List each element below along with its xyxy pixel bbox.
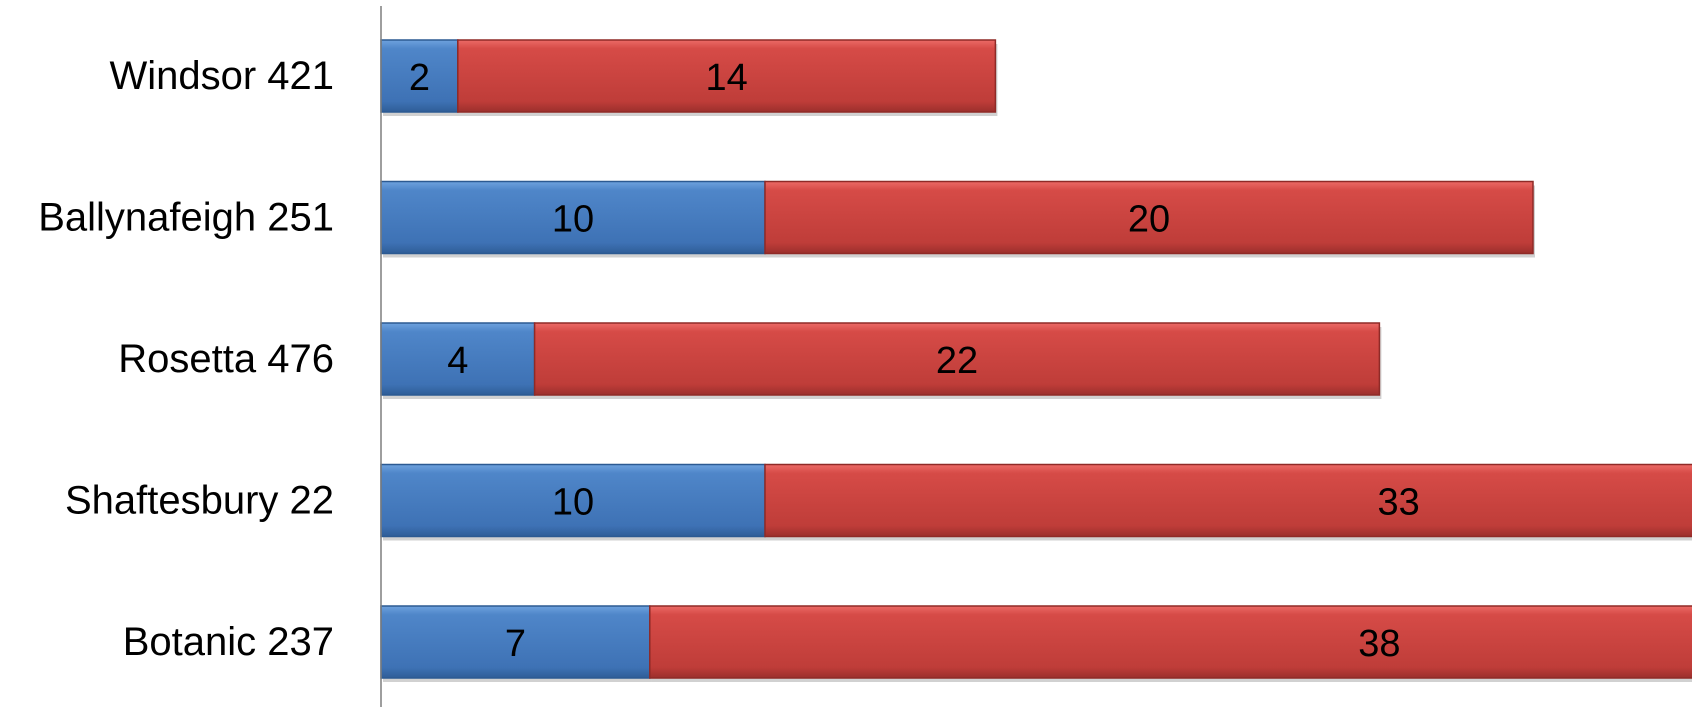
data-label-4-series-0: 7 <box>505 623 526 665</box>
bar-segment-group-2-0: 4 <box>380 322 537 399</box>
category-label-4: Botanic 237 <box>123 620 334 664</box>
data-label-1-series-0: 10 <box>552 199 594 241</box>
data-label-0-series-0: 2 <box>409 57 430 99</box>
bar-1-series-1 <box>764 180 1534 255</box>
data-label-3-series-0: 10 <box>552 482 594 524</box>
data-label-1-series-1: 20 <box>1128 199 1170 241</box>
bar-segment-group-4-1: 38 <box>649 605 1692 682</box>
category-label-2: Rosetta 476 <box>118 337 334 381</box>
bar-4-series-0 <box>380 605 651 679</box>
category-label-0: Windsor 421 <box>109 54 334 98</box>
category-label-3: Shaftesbury 22 <box>65 479 334 523</box>
data-label-4-series-1: 38 <box>1358 623 1400 665</box>
bar-segment-group-4-0: 7 <box>380 605 652 682</box>
bar-segment-group-0-1: 14 <box>457 39 998 116</box>
bar-0-series-1 <box>457 39 997 113</box>
bar-1-series-0 <box>380 180 766 255</box>
bar-segment-group-3-0: 10 <box>380 463 767 541</box>
data-label-2-series-0: 4 <box>447 340 468 382</box>
data-label-3-series-1: 33 <box>1377 482 1419 524</box>
bar-segment-group-3-1: 33 <box>764 463 1692 541</box>
bar-segment-group-1-0: 10 <box>380 180 767 258</box>
bar-0-series-0 <box>380 39 459 113</box>
bar-2-series-1 <box>533 322 1381 396</box>
data-label-0-series-1: 14 <box>705 57 747 99</box>
bar-4-series-1 <box>649 605 1692 679</box>
bar-3-series-1 <box>764 463 1692 538</box>
bar-segment-group-2-1: 22 <box>533 322 1382 399</box>
category-labels-group: Windsor 421 Ballynafeigh 251 Rosetta 476 Sh… <box>38 54 334 664</box>
bars-group: 2 14 10 20 4 22 10 33 7 38 <box>380 39 1692 682</box>
bar-segment-group-0-0: 2 <box>380 39 460 116</box>
data-label-2-series-1: 22 <box>936 340 978 382</box>
bar-segment-group-1-1: 20 <box>764 180 1535 258</box>
category-label-1: Ballynafeigh 251 <box>38 196 334 240</box>
bar-2-series-0 <box>380 322 536 396</box>
